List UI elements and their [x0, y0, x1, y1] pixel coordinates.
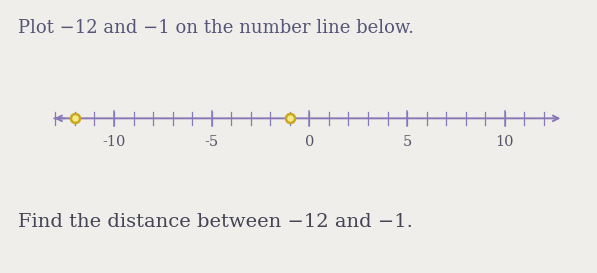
Text: 10: 10: [496, 135, 514, 149]
Text: 5: 5: [402, 135, 412, 149]
Text: Plot −12 and −1 on the number line below.: Plot −12 and −1 on the number line below…: [18, 19, 414, 37]
Text: -10: -10: [102, 135, 125, 149]
Text: 0: 0: [304, 135, 314, 149]
Text: Find the distance between −12 and −1.: Find the distance between −12 and −1.: [18, 213, 413, 231]
Text: -5: -5: [205, 135, 219, 149]
